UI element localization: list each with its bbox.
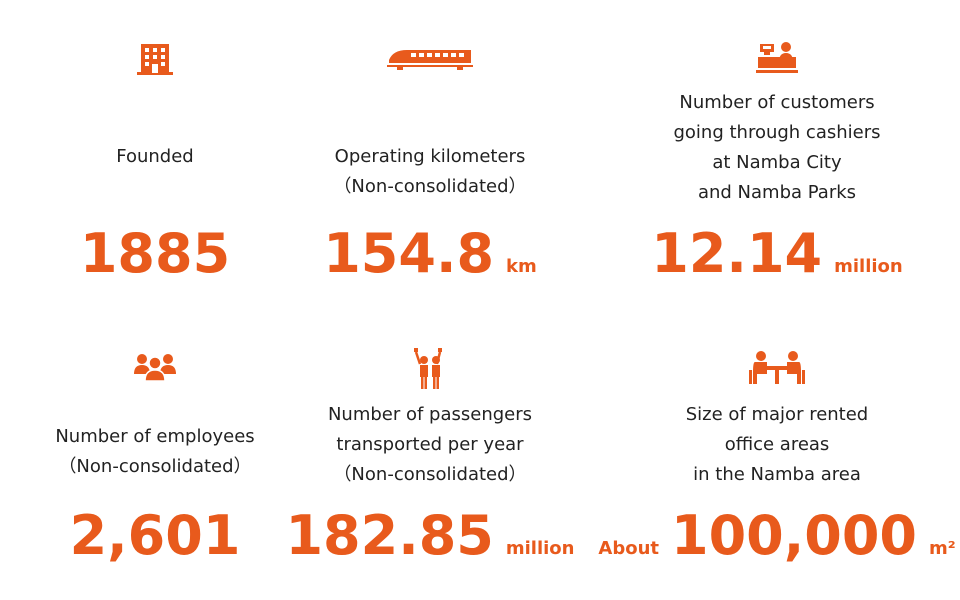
stat-value-row: 182.85 million xyxy=(275,504,585,567)
building-icon xyxy=(0,40,310,76)
stat-founded: Founded 1885 xyxy=(0,0,310,290)
stat-value: 100,000 xyxy=(671,504,917,567)
stat-value-row: 12.14 million xyxy=(622,222,932,285)
stat-value: 182.85 xyxy=(285,504,494,567)
stat-customers-cashiers: Number of customers going through cashie… xyxy=(622,0,932,290)
stat-label: Operating kilometers （Non-consolidated） xyxy=(333,146,527,197)
stat-unit: km xyxy=(506,256,537,277)
stat-value-row: About 100,000 m² xyxy=(598,504,955,567)
stat-value: 12.14 xyxy=(651,222,823,285)
stat-value-row: 154.8 km xyxy=(275,222,585,285)
stat-value: 2,601 xyxy=(69,504,241,567)
stat-unit: million xyxy=(834,256,903,277)
employees-group-icon xyxy=(0,352,310,382)
office-meeting-icon xyxy=(622,350,932,386)
train-icon xyxy=(275,46,585,70)
stat-value: 154.8 xyxy=(323,222,495,285)
stat-employees: Number of employees （Non-consolidated） 2… xyxy=(0,300,310,590)
passengers-waving-icon xyxy=(275,346,585,390)
stat-label: Number of passengers transported per yea… xyxy=(327,404,533,485)
stat-prefix: About xyxy=(598,538,660,559)
stat-label: Number of customers going through cashie… xyxy=(673,92,881,203)
stat-passengers: Number of passengers transported per yea… xyxy=(275,300,585,590)
stat-value-row: 2,601 xyxy=(0,504,310,567)
cashier-icon xyxy=(622,40,932,74)
stat-label: Size of major rented office areas in the… xyxy=(685,404,869,485)
stat-value: 1885 xyxy=(79,222,231,285)
stat-office-area: Size of major rented office areas in the… xyxy=(598,300,956,590)
stat-value-row: 1885 xyxy=(0,222,310,285)
stat-unit: m² xyxy=(928,538,956,559)
stat-operating-kilometers: Operating kilometers （Non-consolidated） … xyxy=(275,0,585,290)
stat-label: Founded xyxy=(116,146,194,167)
stat-unit: million xyxy=(505,538,575,559)
stat-label: Number of employees （Non-consolidated） xyxy=(55,426,255,477)
